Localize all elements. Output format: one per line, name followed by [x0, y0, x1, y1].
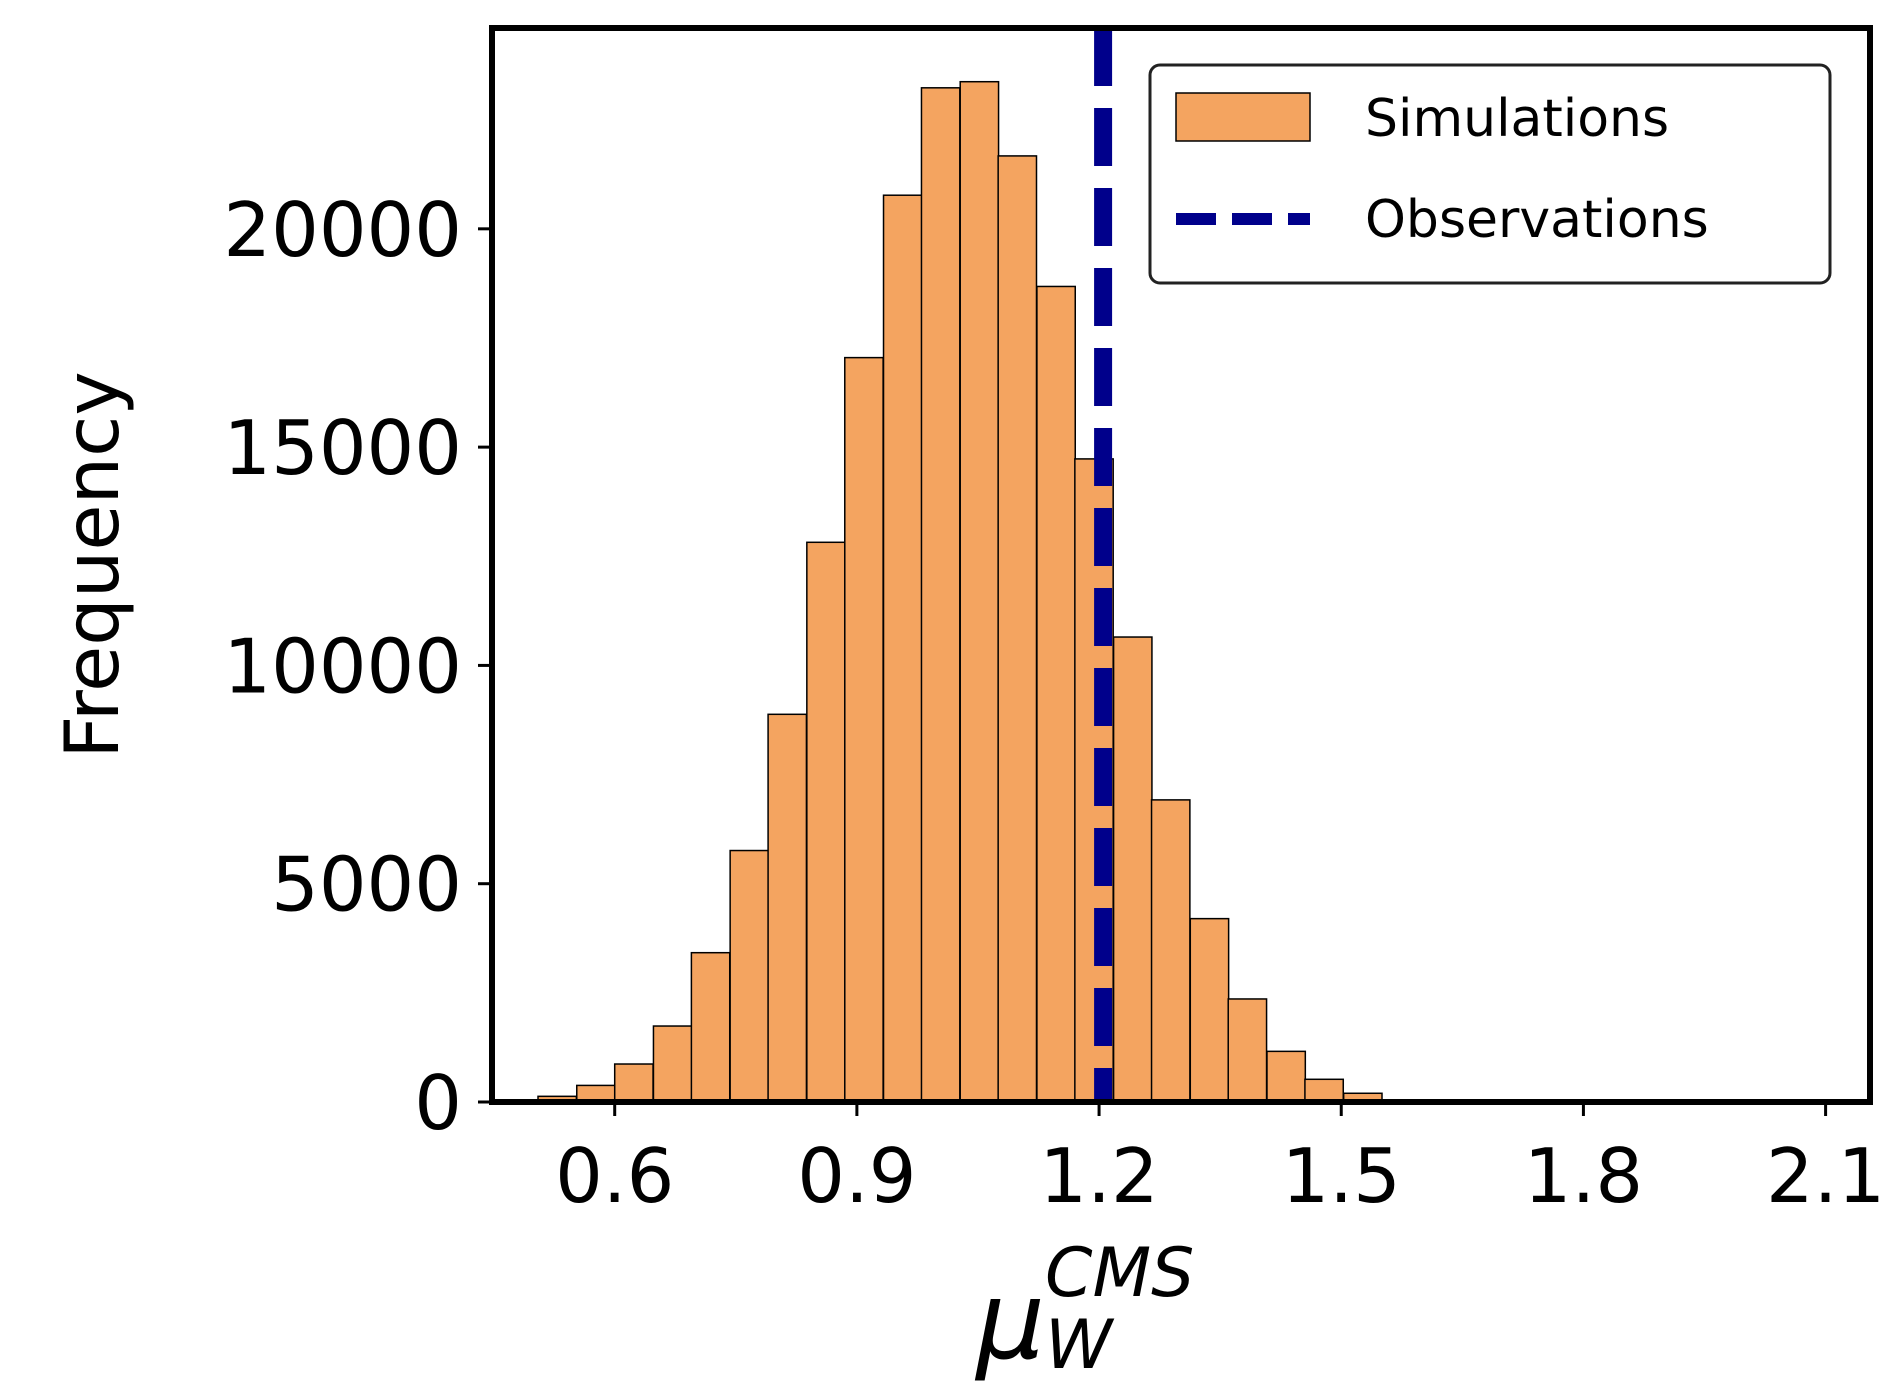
y-tick-label: 10000	[223, 622, 462, 710]
y-axis-title: Frequency	[48, 371, 136, 758]
x-tick-label: 1.2	[1039, 1132, 1158, 1220]
legend-simulations-label: Simulations	[1365, 89, 1669, 149]
y-tick-label: 5000	[271, 841, 462, 929]
histogram-bar-17	[1189, 917, 1230, 1103]
y-tick-label: 0	[414, 1059, 462, 1147]
histogram-bar-2	[613, 1063, 654, 1103]
histogram-bar-4	[690, 951, 731, 1103]
histogram-bar-16	[1150, 799, 1191, 1103]
histogram-bar-7	[806, 541, 846, 1103]
x-tick-label: 2.1	[1766, 1132, 1885, 1220]
histogram-bar-9	[882, 194, 923, 1103]
histogram-bar-8	[844, 356, 884, 1103]
histogram-bar-3	[652, 1025, 693, 1103]
legend: Simulations Observations	[1148, 63, 1832, 285]
x-tick-label: 0.9	[797, 1132, 916, 1220]
histogram-bar-20	[1304, 1078, 1345, 1103]
legend-box	[1148, 63, 1832, 285]
y-tick-label: 15000	[223, 404, 462, 492]
x-tick-label: 1.8	[1524, 1132, 1643, 1220]
y-tick-label: 20000	[223, 186, 462, 274]
histogram-bar-12	[997, 155, 1038, 1103]
histogram-bar-6	[767, 713, 808, 1103]
x-tick-label: 1.5	[1282, 1132, 1401, 1220]
histogram-bar-15	[1112, 636, 1153, 1103]
x-axis-title-superscript: CMS	[1045, 1234, 1194, 1313]
legend-observations-label: Observations	[1365, 190, 1709, 250]
histogram-bar-18	[1227, 998, 1268, 1103]
x-axis-title: μ W CMS	[974, 1234, 1194, 1385]
x-tick-label: 0.6	[555, 1132, 674, 1220]
histogram-bars	[537, 80, 1383, 1103]
histogram-bar-13	[1036, 285, 1076, 1103]
x-axis-title-main: μ	[974, 1259, 1045, 1384]
histogram-bar-10	[920, 87, 961, 1103]
x-axis-title-subscript: W	[1045, 1306, 1115, 1385]
histogram-bar-11	[959, 80, 1000, 1103]
x-axis-ticks: 0.6 0.9 1.2 1.5 1.8 2.1	[555, 1102, 1885, 1220]
plot-frame	[489, 25, 1873, 1105]
legend-simulations-swatch	[1175, 92, 1311, 142]
histogram-bar-5	[729, 849, 770, 1103]
y-axis-ticks: 0 5000 10000 15000 20000	[223, 186, 492, 1147]
histogram-bar-19	[1266, 1050, 1307, 1103]
